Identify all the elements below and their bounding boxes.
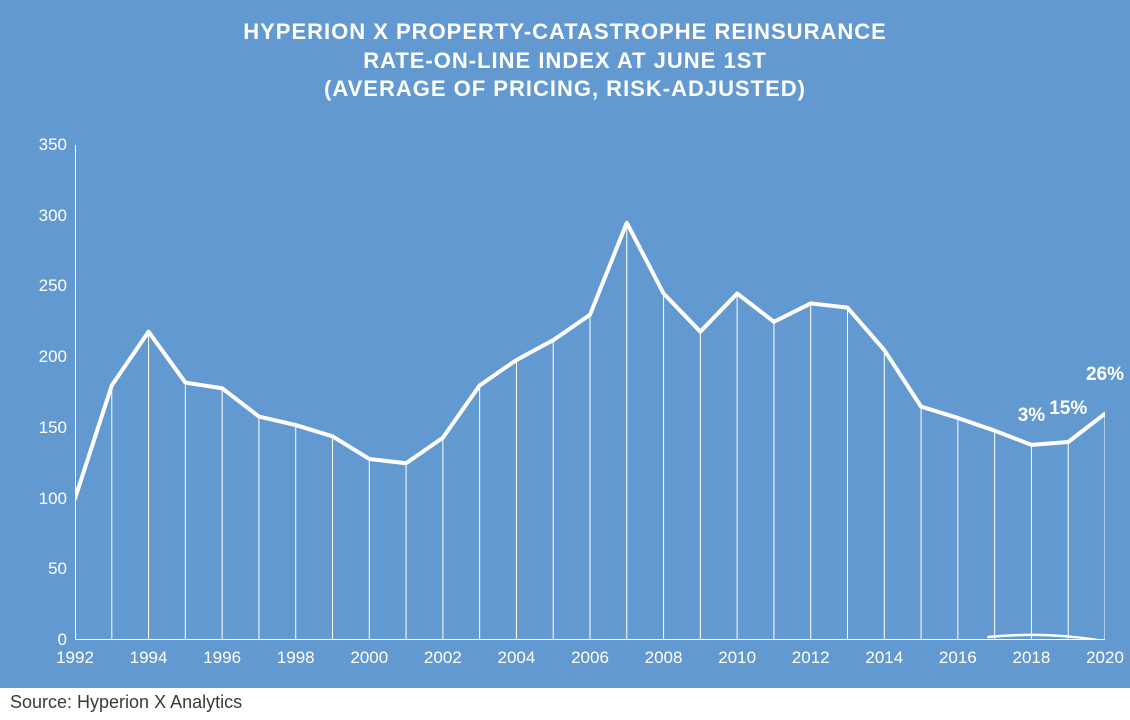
- source-caption: Source: Hyperion X Analytics: [10, 692, 242, 713]
- chart-title: HYPERION X PROPERTY-CATASTROPHE REINSURA…: [0, 18, 1130, 104]
- x-tick-label: 2002: [413, 648, 473, 668]
- y-tick-label: 350: [17, 135, 67, 155]
- x-tick-label: 1996: [192, 648, 252, 668]
- x-tick-label: 1998: [266, 648, 326, 668]
- x-tick-label: 2006: [560, 648, 620, 668]
- y-tick-label: 250: [17, 276, 67, 296]
- x-tick-label: 2000: [339, 648, 399, 668]
- y-tick-label: 0: [17, 630, 67, 650]
- title-line-1: HYPERION X PROPERTY-CATASTROPHE REINSURA…: [0, 18, 1130, 47]
- chart-container: HYPERION X PROPERTY-CATASTROPHE REINSURA…: [0, 0, 1130, 720]
- x-tick-label: 2014: [854, 648, 914, 668]
- x-tick-label: 2012: [781, 648, 841, 668]
- x-tick-label: 2004: [486, 648, 546, 668]
- x-tick-label: 2016: [928, 648, 988, 668]
- x-tick-label: 2020: [1075, 648, 1130, 668]
- plot-area: [75, 145, 1105, 640]
- title-line-2: RATE-ON-LINE INDEX AT JUNE 1ST: [0, 47, 1130, 76]
- y-tick-label: 50: [17, 559, 67, 579]
- y-tick-label: 300: [17, 206, 67, 226]
- x-tick-label: 2010: [707, 648, 767, 668]
- data-point-label: 15%: [1049, 398, 1087, 420]
- y-tick-label: 200: [17, 347, 67, 367]
- data-point-label: 26%: [1086, 364, 1124, 386]
- y-tick-label: 100: [17, 489, 67, 509]
- y-tick-label: 150: [17, 418, 67, 438]
- data-point-label: 3%: [1018, 405, 1045, 427]
- x-tick-label: 1992: [45, 648, 105, 668]
- chart-svg: [75, 145, 1105, 640]
- x-tick-label: 1994: [119, 648, 179, 668]
- title-line-3: (AVERAGE OF PRICING, RISK-ADJUSTED): [0, 75, 1130, 104]
- x-tick-label: 2018: [1001, 648, 1061, 668]
- x-tick-label: 2008: [634, 648, 694, 668]
